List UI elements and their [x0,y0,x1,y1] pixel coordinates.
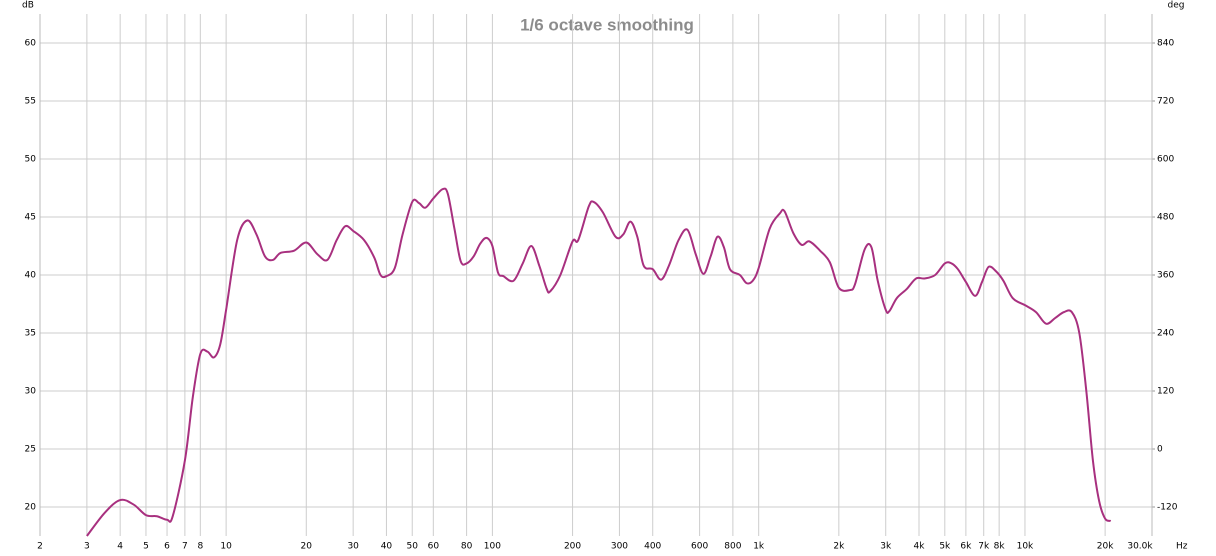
x-tick-label: 20k [1097,542,1114,552]
x-tick-label: 5k [939,542,951,552]
y-tick-label: 30 [25,387,37,397]
y2-tick-label: 360 [1157,271,1174,281]
y-tick-label: 60 [25,39,37,49]
x-tick-label: 800 [724,542,741,552]
x-tick-label: 8k [994,542,1006,552]
x-tick-label: 300 [611,542,628,552]
x-unit-label: Hz [1176,542,1188,552]
y-tick-label: 55 [25,97,36,107]
y2-tick-label: 600 [1157,155,1174,165]
x-tick-label: 60 [428,542,440,552]
x-tick-label: 30 [347,542,359,552]
y-tick-label: 20 [25,503,37,513]
x-tick-label: 6 [164,542,170,552]
x-tick-label: 2k [833,542,845,552]
y2-axis-label: deg [1168,1,1185,11]
x-tick-label: 4 [117,542,123,552]
x-tick-label: 200 [564,542,581,552]
x-tick-label: 7 [182,542,188,552]
x-tick-label: 4k [914,542,926,552]
y2-tick-label: 480 [1157,213,1174,223]
x-tick-label: 2 [37,542,43,552]
y2-tick-label: 240 [1157,329,1174,339]
y2-tick-label: 840 [1157,39,1174,49]
x-tick-label: 1k [753,542,765,552]
x-tick-label: 3k [880,542,892,552]
y-tick-label: 45 [25,213,36,223]
y-tick-label: 40 [25,271,37,281]
x-tick-label: 40 [381,542,393,552]
chart-title: 1/6 octave smoothing [520,15,694,34]
x-tick-label: 7k [978,542,990,552]
x-tick-label: 600 [691,542,708,552]
x-tick-label: 30.0k [1127,542,1153,552]
y2-tick-label: -120 [1157,503,1178,513]
x-tick-label: 20 [301,542,313,552]
y2-tick-label: 0 [1157,445,1163,455]
x-tick-label: 50 [407,542,419,552]
x-tick-label: 10 [220,542,232,552]
x-tick-label: 10k [1017,542,1034,552]
x-tick-label: 80 [461,542,473,552]
x-tick-label: 6k [960,542,972,552]
x-tick-label: 100 [484,542,501,552]
y-tick-label: 25 [25,445,36,455]
x-tick-label: 8 [197,542,203,552]
response-curve [86,187,1112,537]
x-tick-label: 5 [143,542,149,552]
y-tick-label: 35 [25,329,36,339]
x-tick-label: 400 [644,542,661,552]
y2-tick-label: 120 [1157,387,1174,397]
x-tick-label: 3 [84,542,90,552]
y-axis-label: dB [22,1,34,11]
y-tick-label: 50 [25,155,37,165]
y2-tick-label: 720 [1157,97,1174,107]
